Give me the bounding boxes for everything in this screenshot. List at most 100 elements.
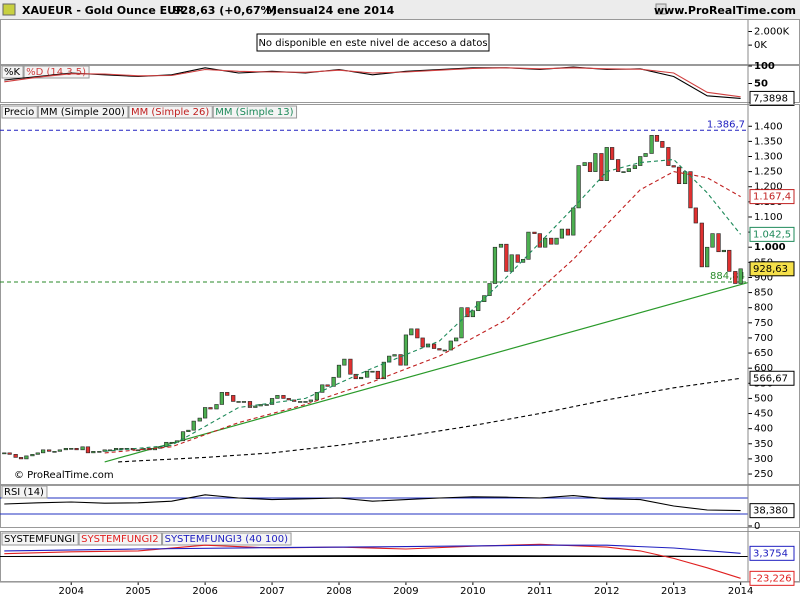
candle xyxy=(660,141,665,148)
last-value-box xyxy=(749,370,795,386)
candle xyxy=(169,441,174,444)
candle xyxy=(448,340,453,351)
candle xyxy=(63,448,68,451)
x-tick-label: 2007 xyxy=(259,586,284,597)
note: No disponible en este nivel de acceso a … xyxy=(258,38,487,49)
candle xyxy=(504,243,509,272)
candle xyxy=(666,147,671,166)
candle xyxy=(738,268,743,284)
candle xyxy=(621,171,626,173)
candle xyxy=(437,348,442,351)
legend-entry: Precio xyxy=(4,107,34,118)
candle xyxy=(537,233,542,248)
x-tick-label: 2010 xyxy=(460,586,485,597)
candle xyxy=(403,334,409,366)
candle xyxy=(197,417,202,422)
legend-entry: MM (Simple 200) xyxy=(40,107,125,118)
last-value-label: 928,63 xyxy=(753,264,788,275)
candle xyxy=(231,395,236,402)
y-tick-label: 650 xyxy=(754,348,773,359)
last-value-box xyxy=(749,570,795,586)
legend-entry: SYSTEMFUNGI2 xyxy=(81,534,158,545)
candle xyxy=(482,295,487,302)
symbol: XAUEUR - Gold Ounce EUR xyxy=(22,4,185,17)
candle xyxy=(470,310,475,318)
candle xyxy=(320,384,325,393)
last-value-label: 566,67 xyxy=(753,373,788,384)
candle xyxy=(610,147,615,160)
candle xyxy=(682,171,688,185)
candle xyxy=(492,246,498,284)
last-value-label: 3,3754 xyxy=(753,548,788,559)
candle xyxy=(186,429,191,432)
candle xyxy=(387,355,392,363)
x-tick-label: 2014 xyxy=(728,586,753,597)
copyright: © ProRealTime.com xyxy=(14,470,114,481)
candle xyxy=(241,401,247,403)
candle xyxy=(219,392,224,405)
candle xyxy=(520,259,526,263)
candle xyxy=(180,431,186,442)
candle xyxy=(69,448,74,450)
candle xyxy=(688,171,693,209)
candle xyxy=(47,449,52,452)
candle xyxy=(286,398,291,401)
legend-box xyxy=(212,105,298,119)
candle xyxy=(515,254,520,263)
candle xyxy=(214,404,219,410)
candle xyxy=(632,165,637,169)
x-tick-label: 2008 xyxy=(326,586,351,597)
period: Mensual xyxy=(266,4,318,17)
y-tick-label: 1.300 xyxy=(754,152,783,163)
candle xyxy=(498,243,504,248)
header-bar xyxy=(0,0,800,20)
candle xyxy=(476,301,481,312)
candle xyxy=(465,307,470,318)
candle xyxy=(113,448,119,451)
site: www.ProRealTime.com xyxy=(654,4,796,17)
y-tick-label: 0 xyxy=(754,521,760,532)
moving-average xyxy=(104,171,741,454)
candle xyxy=(654,135,660,142)
candle xyxy=(208,407,213,410)
legend-entry: MM (Simple 13) xyxy=(215,107,293,118)
y-tick-label: 800 xyxy=(754,303,773,314)
y-tick-label: 350 xyxy=(754,439,773,450)
candle xyxy=(314,392,319,401)
candle xyxy=(398,354,403,366)
window-button[interactable] xyxy=(655,3,667,15)
y-tick-label: 600 xyxy=(754,363,773,374)
y-tick-label: 100 xyxy=(754,61,775,72)
candle xyxy=(253,405,258,408)
legend-box xyxy=(1,65,24,79)
candle xyxy=(559,228,565,239)
candle xyxy=(554,237,559,245)
x-tick-label: 2005 xyxy=(125,586,150,597)
y-tick-label: 400 xyxy=(754,424,773,435)
candle xyxy=(80,446,85,451)
y-tick-label: 300 xyxy=(754,454,773,465)
candle xyxy=(727,249,732,272)
y-tick-label: 2.000K xyxy=(754,26,790,37)
legend-entry: SYSTEMFUNGI xyxy=(4,534,75,545)
y-tick-label: 900 xyxy=(754,272,773,283)
candle xyxy=(269,398,275,405)
legend-entry: MM (Simple 26) xyxy=(131,107,209,118)
candle xyxy=(52,451,57,453)
candle xyxy=(258,404,263,407)
candle xyxy=(454,337,459,342)
y-tick-label: 700 xyxy=(754,333,773,344)
candle xyxy=(604,147,609,181)
y-tick-label: 750 xyxy=(754,318,773,329)
y-tick-label: 850 xyxy=(754,288,773,299)
last-value-box xyxy=(749,226,795,242)
legend-entry: SYSTEMFUNGI3 (40 100) xyxy=(165,534,289,545)
candle xyxy=(91,451,96,454)
y-tick-label: 1.100 xyxy=(754,212,783,223)
candle xyxy=(164,441,169,448)
candle xyxy=(699,222,704,268)
legend-box xyxy=(1,532,79,546)
y-tick-label: 50 xyxy=(754,79,768,90)
candle xyxy=(203,407,208,419)
